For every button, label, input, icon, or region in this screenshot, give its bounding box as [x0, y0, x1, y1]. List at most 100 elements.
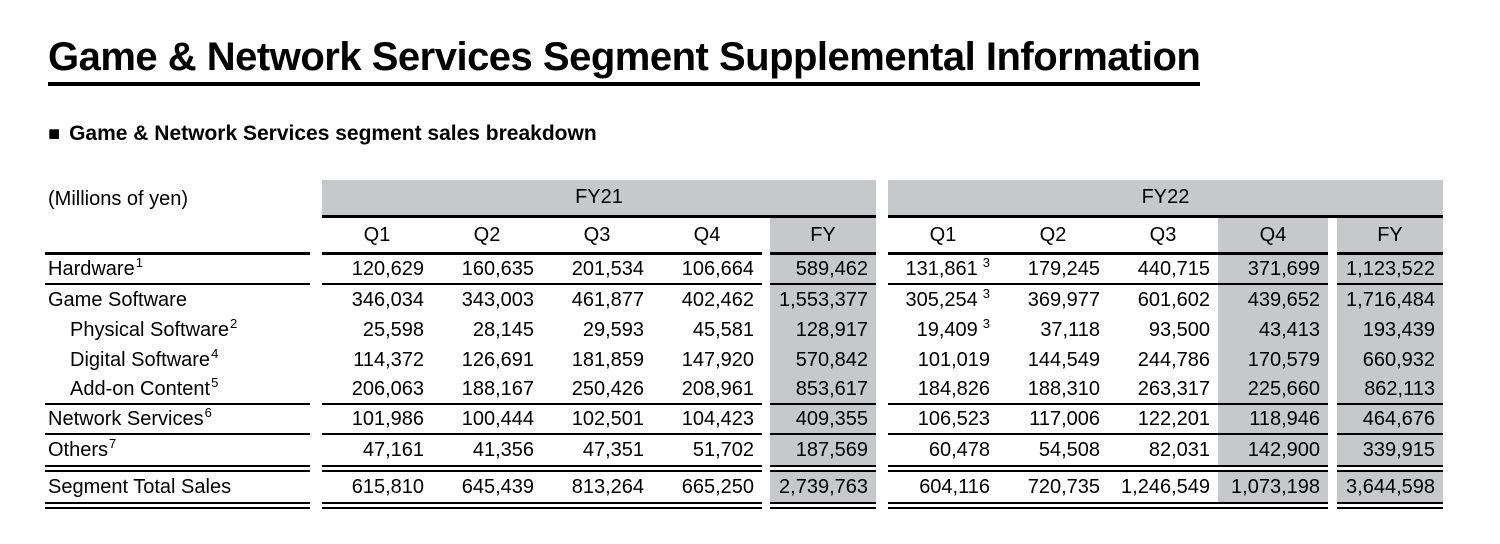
- column-header-spacer: [45, 218, 310, 256]
- data-cell: 114,372: [353, 348, 424, 371]
- double-rule: [45, 465, 1500, 473]
- data-cell: 128,917: [770, 315, 876, 346]
- data-cell: 409,355: [770, 405, 876, 436]
- data-cell: 160,635: [432, 255, 542, 286]
- data-cell: 645,439: [461, 475, 534, 498]
- data-cell: 853,617: [770, 375, 876, 406]
- data-cell: 60,478: [928, 438, 990, 461]
- data-cell: 440,715: [1108, 255, 1218, 286]
- col-header-fy21-q3: Q3: [542, 218, 652, 256]
- footnote-ref: 4: [211, 345, 219, 361]
- data-cell: 54,508: [1038, 438, 1100, 461]
- col-header-fy21-q1: Q1: [322, 218, 432, 256]
- column-gap: [310, 218, 322, 255]
- col-header-fy21-fy: FY: [770, 218, 876, 256]
- data-cell: 187,569: [770, 435, 876, 466]
- footnote-ref: 3: [982, 254, 990, 270]
- data-cell: 461,877: [571, 288, 644, 311]
- data-cell: 102,501: [542, 405, 652, 436]
- footnote-ref: 6: [204, 404, 212, 420]
- column-gap: [1328, 218, 1337, 255]
- data-cell: 47,161: [362, 438, 424, 461]
- table-row-segment-total-sales: Segment Total Sales 615,810 645,439 813,…: [45, 472, 1500, 503]
- col-header-fy21-q2: Q2: [432, 218, 542, 256]
- data-cell: 339,915: [1337, 435, 1443, 466]
- col-header-fy21-q4: Q4: [652, 218, 762, 256]
- data-cell: 37,118: [1040, 318, 1100, 341]
- data-cell: 250,426: [542, 375, 652, 406]
- table-column-header-row: Q1 Q2 Q3 Q4 FY Q1 Q2 Q3 Q4 FY: [45, 218, 1500, 256]
- data-cell: 117,006: [998, 405, 1108, 436]
- row-label: Game Software: [48, 288, 187, 311]
- data-cell: 1,553,377: [770, 285, 876, 316]
- data-cell: 43,413: [1218, 315, 1328, 346]
- data-cell: 346,034: [351, 288, 424, 311]
- footnote-ref: 3: [982, 315, 990, 331]
- footnote-ref: 3: [982, 285, 990, 301]
- data-cell: 1,246,549: [1121, 475, 1210, 498]
- data-cell: 147,920: [681, 348, 754, 371]
- data-cell: 126,691: [461, 348, 534, 371]
- data-cell: 104,423: [652, 405, 762, 436]
- data-cell: 188,167: [432, 375, 542, 406]
- data-cell: 589,462: [770, 255, 876, 286]
- data-cell: 665,250: [681, 475, 754, 498]
- data-cell: 106,523: [888, 405, 998, 436]
- column-gap: [762, 218, 770, 255]
- table-row-add-on-content: Add-on Content 5 206,063 188,167 250,426 …: [45, 374, 1500, 406]
- data-cell: 225,660: [1218, 375, 1328, 406]
- data-cell: 101,019: [917, 348, 990, 371]
- data-cell: 25,598: [362, 318, 424, 341]
- data-cell: 660,932: [1337, 345, 1443, 376]
- data-cell: 122,201: [1108, 405, 1218, 436]
- data-cell: 142,900: [1218, 435, 1328, 466]
- data-cell: 41,356: [472, 438, 534, 461]
- table-row-physical-software: Physical Software 2 25,598 28,145 29,593 …: [45, 315, 1500, 346]
- data-cell: 29,593: [582, 318, 644, 341]
- data-cell: 181,859: [571, 348, 644, 371]
- table-group-header-row: (Millions of yen) FY21 FY22: [45, 180, 1500, 219]
- data-cell: 82,031: [1148, 438, 1210, 461]
- column-gap: [876, 180, 888, 218]
- table-row-digital-software: Digital Software 4 114,372 126,691 181,85…: [45, 345, 1500, 376]
- col-header-fy22-q4: Q4: [1218, 218, 1328, 256]
- data-cell: 244,786: [1137, 348, 1210, 371]
- group-header-fy21: FY21: [322, 180, 876, 219]
- row-label: Digital Software 4: [70, 345, 219, 371]
- footnote-ref: 2: [229, 315, 238, 331]
- data-cell: 720,735: [1027, 475, 1100, 498]
- data-cell: 439,652: [1218, 285, 1328, 316]
- data-cell: 188,310: [998, 375, 1108, 406]
- data-cell: 343,003: [461, 288, 534, 311]
- units-label: (Millions of yen): [48, 187, 189, 210]
- col-header-fy22-q1: Q1: [888, 218, 998, 256]
- section-heading: Game & Network Services segment sales br…: [69, 122, 597, 146]
- data-cell: 201,534: [542, 255, 652, 286]
- data-cell: 179,245: [998, 255, 1108, 286]
- footnote-ref: 1: [135, 254, 143, 270]
- data-cell: 93,500: [1148, 318, 1210, 341]
- square-bullet-icon: ■: [48, 123, 61, 146]
- data-cell: 813,264: [571, 475, 644, 498]
- data-cell: 1,716,484: [1337, 285, 1443, 316]
- data-cell: 305,254 3: [905, 285, 990, 311]
- table-row-others: Others 7 47,161 41,356 47,351 51,702 187,…: [45, 435, 1500, 466]
- data-cell: 464,676: [1337, 405, 1443, 436]
- footnote-ref: 5: [211, 374, 219, 390]
- sales-breakdown-table: (Millions of yen) FY21 FY22 Q1 Q2 Q3 Q4 …: [45, 180, 1500, 510]
- row-label: Hardware 1: [45, 254, 310, 286]
- data-cell: 28,145: [472, 318, 534, 341]
- document-page: Game & Network Services Segment Suppleme…: [45, 35, 1500, 510]
- group-header-fy22: FY22: [888, 180, 1443, 219]
- data-cell: 206,063: [322, 375, 432, 406]
- data-cell: 120,629: [322, 255, 432, 286]
- data-cell: 45,581: [692, 318, 754, 341]
- data-cell: 19,409 3: [916, 315, 990, 341]
- data-cell: 208,961: [652, 375, 762, 406]
- section-heading-row: ■ Game & Network Services segment sales …: [48, 122, 1500, 146]
- col-header-fy22-fy: FY: [1337, 218, 1443, 256]
- row-label: Physical Software 2: [70, 315, 238, 341]
- data-cell: 170,579: [1218, 345, 1328, 376]
- row-label: Add-on Content 5: [45, 374, 310, 406]
- data-cell: 369,977: [1027, 288, 1100, 311]
